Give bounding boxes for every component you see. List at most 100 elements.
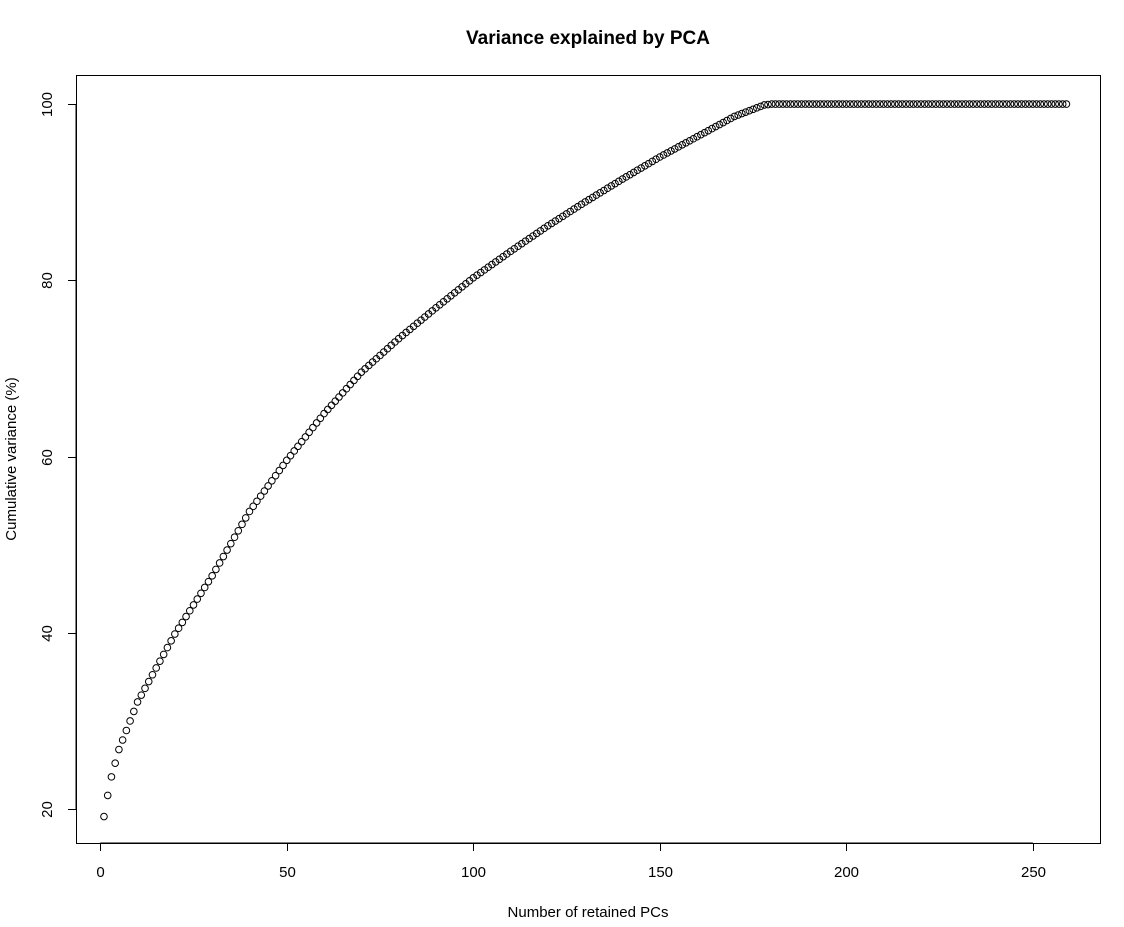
data-point <box>204 577 213 586</box>
data-point <box>562 210 571 218</box>
data-point <box>268 476 276 485</box>
data-point <box>215 559 224 567</box>
data-point <box>838 100 847 108</box>
data-point <box>290 447 299 455</box>
data-point <box>282 456 291 465</box>
x-tick-label: 150 <box>648 864 673 881</box>
data-point <box>726 114 735 123</box>
data-point <box>629 168 638 177</box>
data-point <box>1047 100 1056 108</box>
data-point <box>894 100 903 108</box>
data-point <box>820 100 828 108</box>
data-point <box>849 100 858 108</box>
data-point <box>245 507 254 516</box>
data-point <box>764 100 772 109</box>
data-point <box>924 100 933 108</box>
data-point <box>294 442 302 451</box>
data-point <box>573 202 582 211</box>
data-point <box>760 101 769 109</box>
data-point <box>529 232 537 240</box>
data-point <box>868 100 877 108</box>
data-point <box>1014 100 1022 108</box>
data-point <box>167 637 175 645</box>
data-point <box>652 155 660 164</box>
data-point <box>171 630 179 638</box>
data-point <box>946 100 955 108</box>
data-point <box>566 207 575 216</box>
data-point <box>913 100 922 108</box>
data-point <box>943 100 951 108</box>
data-point <box>905 100 914 108</box>
x-tick-label: 200 <box>834 864 859 881</box>
data-point <box>547 219 556 228</box>
data-point <box>227 539 235 548</box>
data-point <box>663 149 672 157</box>
data-point <box>678 141 686 149</box>
y-tick-label: 20 <box>39 801 56 818</box>
data-point <box>887 100 895 108</box>
data-point <box>130 707 138 716</box>
data-point <box>753 104 761 112</box>
data-point <box>1017 100 1026 108</box>
data-point <box>1010 100 1019 108</box>
data-point <box>148 670 157 679</box>
data-point <box>670 145 679 153</box>
data-point <box>297 437 306 446</box>
data-points <box>100 100 1071 821</box>
data-point <box>988 100 996 108</box>
data-point <box>782 100 791 108</box>
data-point <box>327 401 336 410</box>
data-point <box>1058 100 1067 108</box>
data-point <box>253 497 261 506</box>
data-point <box>1006 100 1015 108</box>
data-point <box>805 100 813 108</box>
data-point <box>969 100 977 108</box>
data-point <box>588 193 597 202</box>
data-point <box>682 139 690 147</box>
data-point <box>872 100 880 108</box>
data-point <box>898 100 907 108</box>
data-point <box>335 393 343 401</box>
data-point <box>704 126 713 135</box>
data-point <box>667 147 675 155</box>
data-point <box>954 100 963 108</box>
data-point <box>331 397 340 405</box>
data-point <box>656 153 664 161</box>
data-point <box>144 677 153 686</box>
data-point <box>879 100 888 108</box>
data-point <box>749 105 757 114</box>
data-point <box>536 227 545 235</box>
data-point <box>607 182 616 190</box>
data-point <box>991 100 1000 108</box>
data-point <box>700 128 709 137</box>
y-axis-label: Cumulative variance (%) <box>3 377 20 540</box>
data-point <box>786 100 795 108</box>
data-point <box>506 247 515 256</box>
data-point <box>756 102 765 111</box>
data-point <box>338 389 347 397</box>
data-point <box>812 100 821 108</box>
data-point <box>715 120 724 129</box>
data-point <box>846 100 854 108</box>
data-point <box>816 100 825 108</box>
y-tick-label: 100 <box>39 92 56 117</box>
data-point <box>857 100 866 108</box>
data-point <box>197 589 205 598</box>
data-point <box>521 237 530 245</box>
data-point <box>995 100 1004 108</box>
data-point <box>256 492 265 500</box>
data-point <box>741 108 750 116</box>
data-point <box>633 166 642 175</box>
data-point <box>648 157 657 166</box>
data-point <box>1025 100 1033 108</box>
data-point <box>126 717 134 725</box>
data-point <box>115 745 123 754</box>
data-point <box>708 124 716 133</box>
data-point <box>241 514 250 522</box>
data-point <box>734 111 742 119</box>
data-point <box>909 100 918 108</box>
data-point <box>234 526 243 535</box>
x-tick-label: 250 <box>1021 864 1046 881</box>
data-point <box>1062 100 1071 108</box>
data-point <box>920 100 929 108</box>
